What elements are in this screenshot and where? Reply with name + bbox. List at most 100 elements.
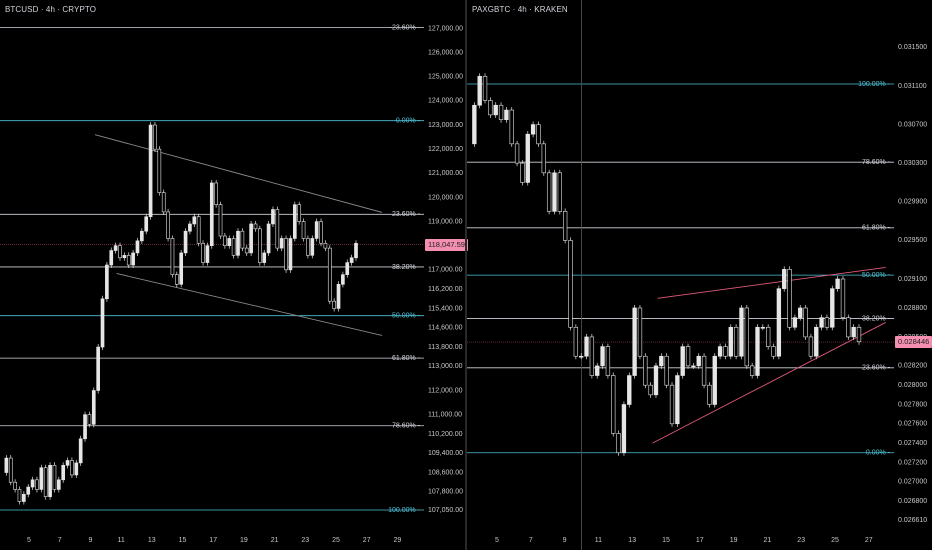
x-axis-tick-label: 15 <box>662 537 670 544</box>
candle-body <box>126 255 131 266</box>
btcusd-chart[interactable]: -23.60% - 0.00% - 23.60% - 38.20% - 50.00% -… <box>0 0 465 550</box>
candle-body <box>605 346 611 376</box>
candle-body <box>477 75 482 106</box>
candle-body <box>803 307 808 338</box>
candle-body <box>712 355 717 405</box>
paxgbtc-current-price-tag: 0.028446 <box>895 336 932 349</box>
candle-body <box>35 479 39 490</box>
candle-body <box>345 262 350 275</box>
candle-body <box>643 355 648 386</box>
candle-body <box>205 245 210 263</box>
y-axis-tick-label: 0.027800 <box>898 401 927 408</box>
candle-body <box>766 326 771 347</box>
x-axis-tick-label: 13 <box>148 537 156 544</box>
y-axis-tick-label: 0.029100 <box>898 276 927 283</box>
candle-body <box>275 209 280 249</box>
y-axis-tick-label: 113,000.00 <box>428 363 463 370</box>
paxgbtc-chart-title: PAXGBTC · 4h · KRAKEN <box>472 5 568 14</box>
candle-body <box>319 221 323 244</box>
y-axis-tick-label: 114,600.00 <box>428 325 463 332</box>
candle-body <box>179 252 184 285</box>
candle-body <box>733 326 739 357</box>
fib-level-label: 100.00% - <box>388 507 421 514</box>
candle-body <box>632 307 637 376</box>
candle-body <box>611 375 616 434</box>
candle-body <box>723 346 728 357</box>
candle-body <box>595 365 600 376</box>
y-axis-tick-label: 125,000.00 <box>428 74 463 81</box>
candle-body <box>4 457 9 473</box>
y-axis-tick-label: 108,600.00 <box>428 469 463 476</box>
candle-body <box>846 317 851 338</box>
y-axis-tick-label: 0.028200 <box>898 363 927 370</box>
candle-body <box>144 216 149 232</box>
candle-body <box>214 182 218 205</box>
candle-body <box>830 288 835 328</box>
fib-level-label: 61.80% - <box>862 225 891 232</box>
candle-body <box>760 326 766 329</box>
candle-body <box>621 404 627 454</box>
candle-body <box>201 242 205 263</box>
candle-body <box>579 355 584 358</box>
candle-body <box>266 223 271 254</box>
y-axis-tick-label: 0.031500 <box>898 44 927 51</box>
x-axis-tick-label: 23 <box>301 537 309 544</box>
y-axis-tick-label: 123,000.00 <box>428 122 463 129</box>
candle-body <box>240 230 245 249</box>
x-axis-tick-label: 19 <box>730 537 738 544</box>
candle-body <box>56 479 61 490</box>
y-axis-tick-label: 126,000.00 <box>428 49 463 56</box>
paxgbtc-chart-panel[interactable]: 100.00% -78.60% -61.80% -50.00% -38.20% … <box>467 0 932 550</box>
candle-body <box>514 143 520 164</box>
btcusd-chart-title: BTCUSD · 4h · CRYPTO <box>5 5 97 14</box>
y-axis-tick-label: 0.028000 <box>898 382 927 389</box>
x-axis-tick-label: 9 <box>563 537 567 544</box>
candle-body <box>323 242 328 249</box>
candle-body <box>78 438 83 464</box>
candle-body <box>157 148 162 193</box>
candle-body <box>562 211 568 241</box>
fib-level-label: 23.60% - <box>862 365 891 372</box>
candle-body <box>530 124 536 135</box>
candle-body <box>504 109 509 121</box>
x-axis-tick-label: 7 <box>58 537 62 544</box>
y-axis-tick-label: 0.026800 <box>898 498 927 505</box>
candle-body <box>8 457 13 483</box>
candle-body <box>26 486 31 495</box>
y-axis-tick-label: 0.031100 <box>898 83 927 90</box>
panel-divider[interactable] <box>465 0 467 550</box>
fib-level-label: 50.00% - <box>392 313 421 320</box>
fib-level-label: 0.00% - <box>866 450 891 457</box>
candle-body <box>288 238 293 271</box>
x-axis-tick-label: 27 <box>363 537 371 544</box>
candle-body <box>140 230 144 242</box>
candle-body <box>65 460 70 466</box>
candle-body <box>91 390 96 425</box>
candle-body <box>808 336 814 357</box>
btcusd-chart-panel[interactable]: -23.60% - 0.00% - 23.60% - 38.20% - 50.00% -… <box>0 0 468 550</box>
candle-body <box>798 307 803 318</box>
candle-body <box>835 278 840 289</box>
x-axis-tick-label: 9 <box>88 537 92 544</box>
y-axis-tick-label: 115,400.00 <box>428 305 463 312</box>
y-axis-tick-label: 116,200.00 <box>428 286 463 293</box>
candle-body <box>739 307 744 357</box>
candle-body <box>113 245 118 251</box>
candle-body <box>118 245 122 259</box>
candle-body <box>262 252 267 263</box>
candle-body <box>13 481 17 490</box>
candle-body <box>310 238 315 256</box>
candle-body <box>659 355 664 367</box>
paxgbtc-chart[interactable]: 100.00% -78.60% -61.80% -50.00% -38.20% … <box>467 0 932 550</box>
candle-body <box>135 240 140 254</box>
candle-body <box>30 479 35 488</box>
candle-body <box>680 346 685 376</box>
candle-body <box>627 375 632 405</box>
candle-body <box>600 346 605 367</box>
candle-body <box>653 365 659 396</box>
candle-body <box>669 384 675 425</box>
candle-body <box>43 467 48 497</box>
candle-body <box>70 460 74 476</box>
candle-body <box>749 365 755 376</box>
candle-body <box>271 209 275 225</box>
